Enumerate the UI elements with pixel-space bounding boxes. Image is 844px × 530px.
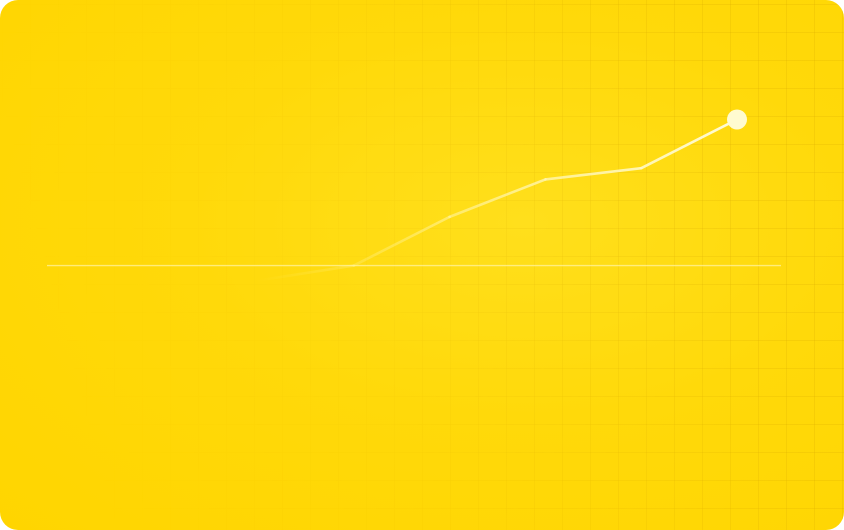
trend-line-segment <box>448 178 547 219</box>
trend-line-segment <box>352 215 451 267</box>
trend-line-segment <box>639 118 739 170</box>
trend-line-segment <box>544 166 643 181</box>
trend-line-segment <box>256 264 356 282</box>
trend-endpoint-dot <box>727 109 747 130</box>
